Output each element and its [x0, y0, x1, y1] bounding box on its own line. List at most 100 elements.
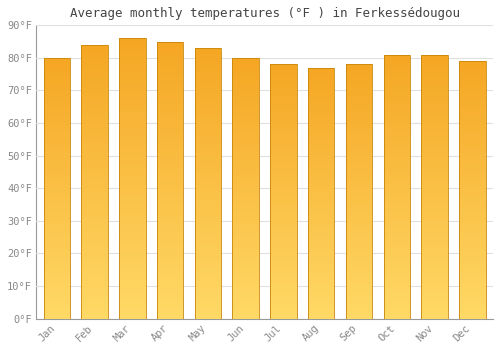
- Bar: [459, 199, 485, 203]
- Bar: [384, 167, 410, 170]
- Bar: [308, 250, 334, 253]
- Bar: [157, 93, 184, 97]
- Bar: [44, 81, 70, 84]
- Bar: [270, 223, 296, 226]
- Bar: [459, 80, 485, 84]
- Bar: [308, 171, 334, 174]
- Bar: [119, 238, 146, 242]
- Bar: [44, 266, 70, 270]
- Bar: [194, 285, 221, 288]
- Bar: [82, 168, 108, 172]
- Bar: [194, 190, 221, 194]
- Bar: [308, 177, 334, 181]
- Bar: [82, 250, 108, 253]
- Bar: [82, 195, 108, 199]
- Bar: [459, 277, 485, 280]
- Bar: [232, 315, 259, 318]
- Bar: [384, 249, 410, 253]
- Bar: [346, 207, 372, 211]
- Bar: [422, 246, 448, 249]
- Bar: [82, 315, 108, 318]
- Bar: [194, 48, 221, 51]
- Bar: [270, 160, 296, 163]
- Bar: [459, 309, 485, 312]
- Bar: [308, 71, 334, 74]
- Bar: [119, 154, 146, 158]
- Bar: [459, 97, 485, 100]
- Bar: [157, 42, 184, 45]
- Bar: [157, 197, 184, 201]
- Bar: [270, 280, 296, 284]
- Bar: [44, 244, 70, 247]
- Bar: [157, 55, 184, 59]
- Bar: [44, 172, 70, 175]
- Bar: [194, 231, 221, 234]
- Bar: [308, 124, 334, 127]
- Bar: [346, 96, 372, 99]
- Bar: [82, 199, 108, 202]
- Bar: [308, 306, 334, 309]
- Bar: [232, 293, 259, 296]
- Bar: [157, 284, 184, 287]
- Bar: [459, 293, 485, 296]
- Bar: [308, 108, 334, 112]
- Bar: [232, 240, 259, 244]
- Bar: [422, 279, 448, 282]
- Bar: [44, 130, 70, 133]
- Bar: [422, 134, 448, 137]
- Bar: [119, 49, 146, 52]
- Bar: [157, 118, 184, 121]
- Bar: [459, 229, 485, 232]
- Bar: [459, 87, 485, 90]
- Bar: [308, 181, 334, 184]
- Bar: [346, 271, 372, 274]
- Bar: [194, 217, 221, 220]
- Bar: [44, 286, 70, 289]
- Bar: [82, 103, 108, 106]
- Bar: [270, 245, 296, 248]
- Bar: [346, 138, 372, 141]
- Bar: [270, 211, 296, 214]
- Bar: [232, 139, 259, 142]
- Bar: [270, 118, 296, 121]
- Bar: [422, 147, 448, 150]
- Bar: [119, 308, 146, 312]
- Bar: [194, 312, 221, 315]
- Bar: [346, 64, 372, 68]
- Bar: [119, 217, 146, 220]
- Bar: [157, 59, 184, 62]
- Bar: [232, 104, 259, 107]
- Bar: [44, 139, 70, 142]
- Bar: [119, 178, 146, 182]
- Bar: [270, 71, 296, 74]
- Bar: [346, 144, 372, 147]
- Bar: [270, 77, 296, 80]
- Bar: [194, 166, 221, 170]
- Bar: [270, 255, 296, 258]
- Bar: [270, 141, 296, 144]
- Bar: [270, 312, 296, 315]
- Bar: [384, 286, 410, 289]
- Bar: [459, 212, 485, 216]
- Bar: [459, 141, 485, 145]
- Bar: [82, 158, 108, 161]
- Bar: [346, 64, 372, 318]
- Bar: [232, 156, 259, 159]
- Bar: [308, 315, 334, 318]
- Bar: [270, 138, 296, 141]
- Bar: [44, 299, 70, 302]
- Bar: [308, 86, 334, 90]
- Bar: [82, 93, 108, 96]
- Bar: [194, 258, 221, 261]
- Bar: [270, 306, 296, 309]
- Bar: [44, 214, 70, 218]
- Bar: [384, 180, 410, 183]
- Bar: [422, 140, 448, 144]
- Bar: [157, 246, 184, 249]
- Bar: [232, 120, 259, 123]
- Bar: [232, 204, 259, 208]
- Bar: [157, 152, 184, 156]
- Bar: [157, 125, 184, 128]
- Bar: [384, 58, 410, 61]
- Bar: [270, 265, 296, 268]
